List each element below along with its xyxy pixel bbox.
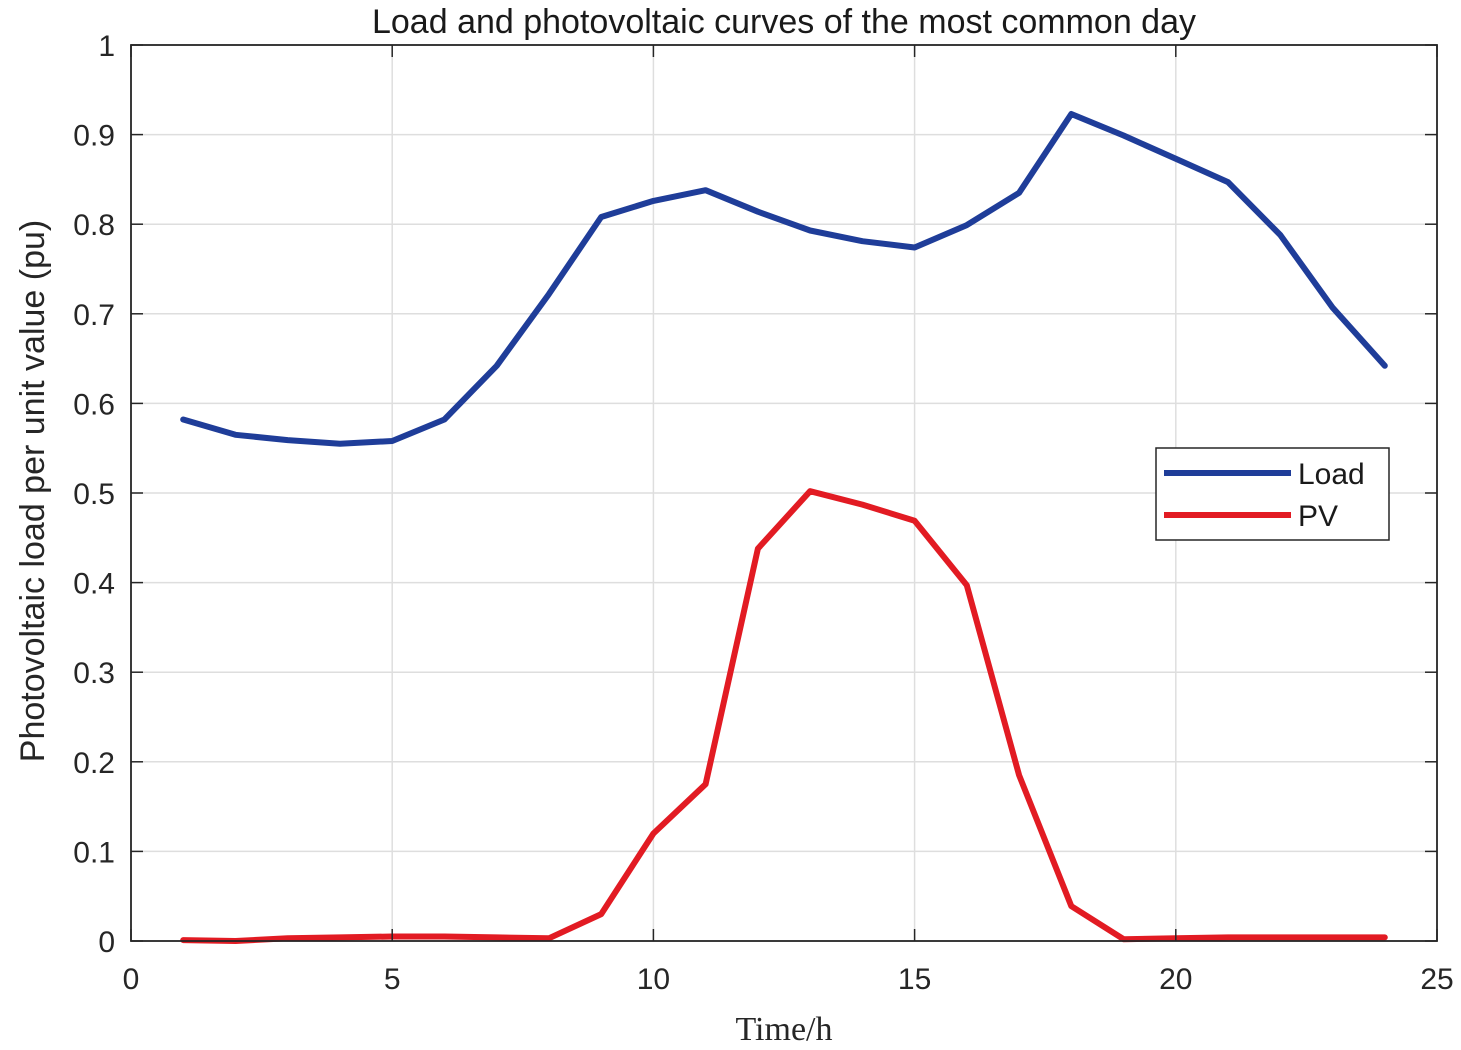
y-tick-label: 1 (98, 30, 115, 63)
y-tick-label: 0.7 (73, 299, 115, 332)
legend-label-load: Load (1298, 458, 1365, 491)
x-tick-label: 10 (637, 963, 670, 996)
series-line-load (180, 111, 1388, 447)
legend-label-pv: PV (1298, 500, 1338, 533)
y-tick-label: 0.3 (73, 657, 115, 690)
ticks: 0 5 10 15 20 25 0 0.1 0.2 0.3 0.4 0.5 0.6 0.7 0.8 0.9 1 (73, 30, 1453, 996)
series-line-pv (180, 488, 1388, 944)
x-tick-label: 25 (1420, 963, 1453, 996)
x-tick-label: 15 (898, 963, 931, 996)
y-tick-label: 0.4 (73, 568, 115, 601)
x-tick-label: 20 (1159, 963, 1192, 996)
x-axis-label: Time/h (735, 1011, 832, 1048)
y-tick-label: 0 (98, 926, 115, 959)
y-tick-label: 0.8 (73, 209, 115, 242)
plot-area (180, 111, 1388, 944)
legend-box (1155, 447, 1390, 541)
y-tick-label: 0.5 (73, 478, 115, 511)
y-axis-label: Photovoltaic load per unit value (pu) (14, 220, 52, 762)
chart-title: Load and photovoltaic curves of the most… (372, 3, 1196, 41)
x-tick-label: 5 (384, 963, 401, 996)
y-tick-label: 0.6 (73, 388, 115, 421)
y-tick-label: 0.9 (73, 120, 115, 153)
y-tick-label: 0.2 (73, 747, 115, 780)
y-tick-label: 0.1 (73, 836, 115, 869)
legend: Load PV (1155, 447, 1390, 541)
x-tick-label: 0 (123, 963, 140, 996)
